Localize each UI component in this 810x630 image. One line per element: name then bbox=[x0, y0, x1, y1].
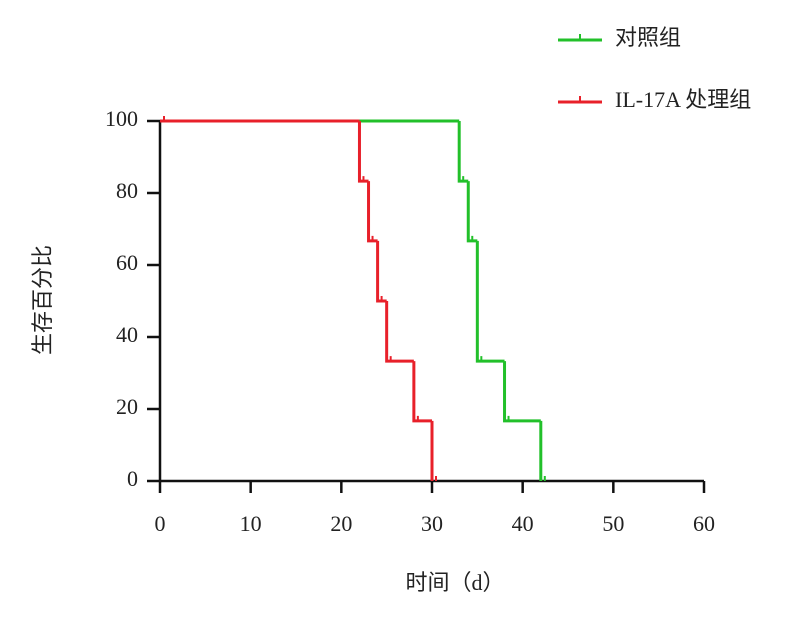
legend-label: IL-17A 处理组 bbox=[615, 87, 751, 112]
survival-step bbox=[376, 240, 387, 303]
x-tick-label: 20 bbox=[330, 511, 352, 536]
y-tick-label: 40 bbox=[116, 322, 138, 347]
survival-step bbox=[367, 181, 378, 243]
y-tick-label: 100 bbox=[105, 106, 138, 131]
survival-step bbox=[475, 240, 505, 363]
x-tick-label: 30 bbox=[421, 511, 443, 536]
x-tick-label: 10 bbox=[240, 511, 262, 536]
x-tick-label: 50 bbox=[602, 511, 624, 536]
y-tick-label: 80 bbox=[116, 178, 138, 203]
survival-step bbox=[385, 301, 414, 363]
x-tick-label: 60 bbox=[693, 511, 715, 536]
y-axis-label: 生存百分比 bbox=[30, 245, 55, 355]
x-tick-label: 40 bbox=[512, 511, 534, 536]
survival-step bbox=[457, 121, 469, 183]
survival-step bbox=[466, 181, 478, 243]
survival-step bbox=[412, 361, 432, 423]
y-tick-label: 60 bbox=[116, 250, 138, 275]
y-tick-label: 0 bbox=[127, 466, 138, 491]
legend-label: 对照组 bbox=[615, 25, 681, 50]
survival-step bbox=[357, 121, 369, 183]
survival-step bbox=[503, 361, 541, 423]
x-axis-label: 时间（d） bbox=[405, 570, 504, 595]
y-tick-label: 20 bbox=[116, 394, 138, 419]
x-tick-label: 0 bbox=[155, 511, 166, 536]
